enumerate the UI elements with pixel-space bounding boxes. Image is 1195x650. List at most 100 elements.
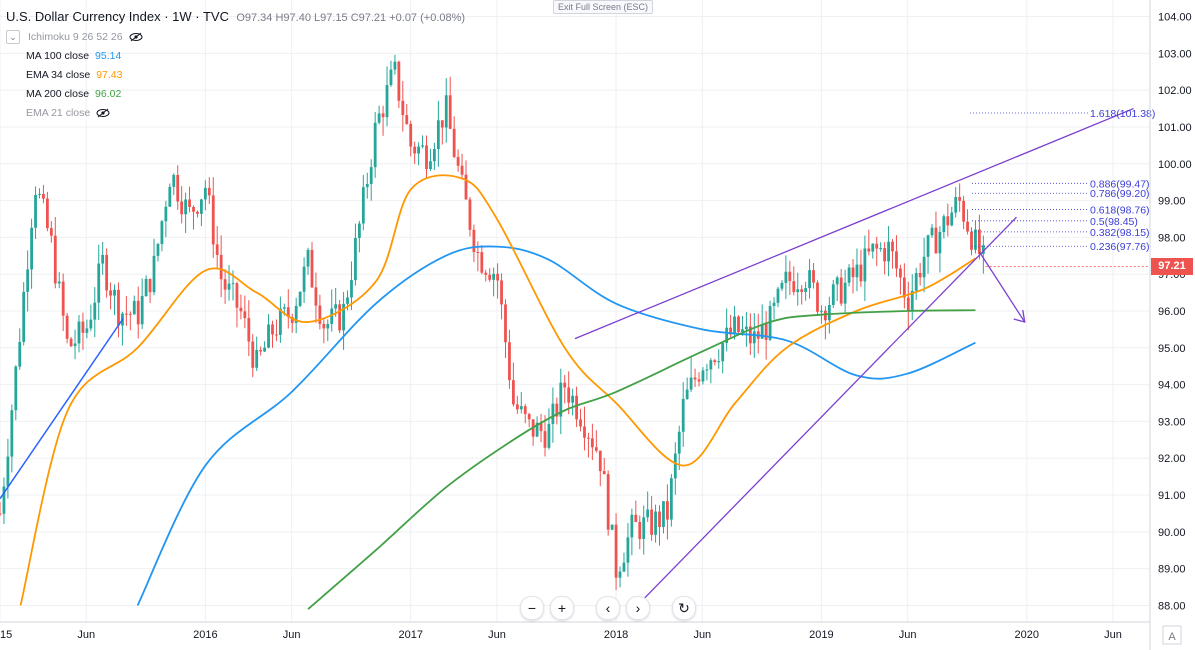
candle-body — [725, 327, 729, 344]
candle-body — [188, 199, 191, 207]
candle-body — [136, 300, 140, 325]
candle-body — [433, 149, 436, 162]
scroll-left-button[interactable]: ‹ — [596, 596, 620, 620]
candle-body — [539, 422, 543, 432]
candle-body — [875, 243, 879, 249]
candle-body — [796, 289, 800, 293]
candle-body — [954, 197, 958, 213]
x-tick-label: Jun — [693, 629, 711, 641]
candle-body — [508, 342, 511, 381]
exit-fullscreen-button[interactable]: Exit Full Screen (ESC) — [553, 0, 654, 14]
candle-body — [891, 241, 894, 252]
candle-body — [717, 361, 721, 363]
candle-body — [922, 256, 926, 278]
y-tick-label: 89.00 — [1158, 564, 1186, 576]
candle-body — [642, 517, 646, 539]
candle-body — [602, 471, 606, 475]
candle-body — [417, 146, 421, 154]
candle-body — [504, 304, 507, 343]
candle-body — [69, 338, 73, 347]
candle-body — [871, 243, 875, 252]
candle-body — [215, 244, 219, 255]
eye-hidden-icon[interactable] — [129, 32, 143, 42]
chevron-down-icon[interactable]: ⌄ — [6, 29, 20, 44]
candle-body — [630, 514, 634, 538]
eye-hidden-icon[interactable] — [96, 108, 110, 118]
indicator-row[interactable]: EMA 21 close — [6, 103, 465, 122]
candle-body — [152, 255, 156, 293]
candle-body — [326, 324, 330, 329]
indicator-label: EMA 34 close — [26, 68, 91, 81]
candle-body — [436, 120, 440, 150]
arrow-head — [1013, 309, 1026, 323]
axis-settings-button[interactable] — [1162, 625, 1182, 645]
indicator-row[interactable]: ⌄ Ichimoku 9 26 52 26 — [6, 27, 465, 46]
candle-body — [590, 438, 594, 448]
candle-body — [859, 264, 863, 282]
candle-body — [906, 297, 910, 312]
candles — [0, 54, 985, 591]
projection-arrow — [979, 251, 1026, 323]
candle-body — [930, 227, 934, 236]
controls-spacer — [580, 596, 590, 620]
candle-body — [863, 248, 867, 282]
candle-body — [847, 267, 851, 283]
candle-body — [804, 288, 808, 292]
candle-body — [117, 289, 120, 326]
candle-body — [409, 123, 413, 147]
candle-body — [843, 282, 847, 304]
candle-body — [109, 290, 112, 296]
indicator-row[interactable]: EMA 34 close 97.43 — [6, 65, 465, 84]
indicator-value: 95.14 — [95, 49, 122, 62]
candle-body — [302, 266, 306, 292]
candle-body — [207, 187, 211, 196]
reset-chart-button[interactable]: ↻ — [672, 596, 696, 620]
scroll-right-button[interactable]: › — [626, 596, 650, 620]
candle-body — [681, 398, 685, 432]
candle-body — [255, 349, 259, 368]
indicator-row[interactable]: MA 200 close 96.02 — [6, 84, 465, 103]
candle-body — [867, 248, 871, 252]
candle-body — [200, 199, 203, 214]
candle-body — [275, 334, 278, 336]
candle-body — [835, 277, 839, 285]
candle-body — [760, 324, 764, 339]
indicator-label: Ichimoku 9 26 52 26 — [28, 30, 123, 43]
zoom-in-button[interactable]: + — [550, 596, 574, 620]
candle-body — [346, 297, 349, 304]
candle-body — [776, 288, 780, 303]
candle-body — [81, 321, 85, 333]
candle-body — [49, 228, 53, 236]
y-tick-label: 93.00 — [1158, 416, 1186, 428]
candle-body — [365, 184, 369, 188]
candle-body — [701, 370, 705, 382]
candle-body — [377, 113, 381, 123]
candle-body — [26, 269, 30, 292]
x-tick-label: 2018 — [604, 629, 628, 641]
indicator-row[interactable]: MA 100 close 95.14 — [6, 46, 465, 65]
candle-body — [184, 199, 188, 215]
x-tick-label: Jun — [1104, 629, 1122, 641]
candle-body — [677, 431, 681, 454]
y-tick-label: 99.00 — [1158, 196, 1186, 208]
candle-body — [38, 193, 41, 195]
candle-body — [974, 229, 977, 250]
axis-settings-icon: A — [1168, 631, 1176, 643]
candle-body — [713, 360, 717, 363]
candle-body — [263, 347, 266, 352]
x-tick-label: Jun — [283, 629, 301, 641]
zoom-out-button[interactable]: − — [520, 596, 544, 620]
candle-body — [752, 331, 756, 344]
candle-body — [594, 447, 598, 451]
symbol-title[interactable]: U.S. Dollar Currency Index · 1W · TVC — [6, 9, 229, 24]
candle-body — [555, 403, 559, 417]
candle-body — [239, 307, 243, 312]
candle-body — [330, 308, 334, 325]
candle-body — [105, 254, 109, 291]
candle-body — [658, 511, 661, 528]
indicator-value: 97.43 — [96, 68, 123, 81]
candle-body — [476, 252, 480, 254]
candle-body — [10, 410, 14, 457]
candle-body — [85, 328, 89, 333]
